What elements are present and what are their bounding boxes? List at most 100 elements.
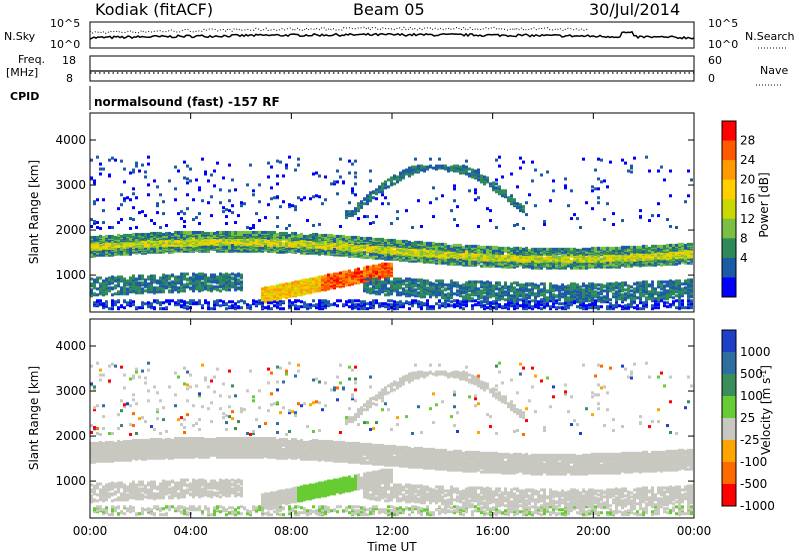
power-cell	[486, 306, 489, 310]
power-cell	[186, 193, 189, 197]
power-cell	[159, 225, 162, 229]
power-cell	[129, 299, 132, 303]
power-cell	[294, 299, 297, 303]
power-cell	[327, 233, 330, 237]
power-cell	[144, 232, 147, 236]
power-cell	[402, 169, 405, 173]
power-cell	[351, 271, 354, 275]
power-cell	[411, 299, 414, 303]
power-cell	[150, 281, 153, 285]
power-cell	[435, 287, 438, 291]
power-cell	[156, 248, 159, 252]
power-cell	[318, 303, 321, 307]
power-cell	[99, 234, 102, 238]
power-cell	[192, 198, 195, 202]
power-cell	[219, 201, 222, 205]
power-cell	[135, 164, 138, 168]
power-cell	[330, 233, 333, 237]
power-cell	[513, 286, 516, 290]
power-cell	[492, 264, 495, 268]
power-cell	[513, 299, 516, 303]
power-cell	[447, 292, 450, 296]
power-cell	[189, 278, 192, 282]
power-cell	[333, 234, 336, 238]
power-cell	[141, 210, 144, 214]
power-cell	[219, 299, 222, 303]
power-cell	[297, 233, 300, 237]
power-cell	[501, 294, 504, 298]
power-cell	[516, 283, 519, 287]
power-cell	[411, 278, 414, 282]
power-cell	[270, 230, 273, 234]
power-cell	[462, 256, 465, 260]
power-cell	[456, 289, 459, 293]
power-cell	[291, 301, 294, 305]
power-cell	[426, 286, 429, 290]
power-cell	[465, 283, 468, 287]
power-cell	[399, 257, 402, 261]
power-cell	[180, 217, 183, 221]
power-cell	[204, 249, 207, 253]
power-cell	[252, 225, 255, 229]
power-cell	[300, 281, 303, 285]
power-cell	[402, 255, 405, 259]
power-cell	[198, 283, 201, 287]
power-cell	[336, 192, 339, 196]
power-cell	[300, 232, 303, 236]
power-cell	[363, 284, 366, 288]
power-cell	[126, 301, 129, 305]
power-cell	[96, 241, 99, 245]
power-cell	[186, 305, 189, 309]
power-cell	[342, 246, 345, 250]
power-cell	[405, 283, 408, 287]
power-cell	[339, 157, 342, 161]
power-cell	[123, 180, 126, 184]
power-cell	[378, 185, 381, 189]
nsearch-tick-bottom: 10^0	[708, 38, 738, 51]
power-cell	[282, 307, 285, 311]
power-cell	[270, 301, 273, 305]
power-cell	[120, 234, 123, 238]
power-cell	[174, 230, 177, 234]
power-cell	[153, 249, 156, 253]
power-cell	[378, 270, 381, 274]
power-cell	[231, 306, 234, 310]
power-cell	[279, 297, 282, 301]
power-cell	[486, 245, 489, 249]
power-cell	[354, 235, 357, 239]
power-cell	[162, 307, 165, 311]
power-cell	[207, 231, 210, 235]
power-cell	[486, 296, 489, 300]
power-cell	[390, 289, 393, 293]
power-cell	[462, 303, 465, 307]
power-cell	[279, 307, 282, 311]
power-cell	[162, 289, 165, 293]
power-cell	[468, 283, 471, 287]
power-cell	[504, 258, 507, 262]
power-cell	[288, 246, 291, 250]
power-cell	[177, 238, 180, 242]
power-cell	[111, 275, 114, 279]
power-cell	[465, 250, 468, 254]
power-cell	[246, 225, 249, 229]
power-cell	[447, 283, 450, 287]
power-cell	[513, 281, 516, 285]
power-cell	[393, 307, 396, 311]
power-cell	[153, 231, 156, 235]
power-cell	[465, 303, 468, 307]
power-cell	[327, 287, 330, 291]
power-cell	[336, 272, 339, 276]
power-cell	[315, 171, 318, 175]
power-cell	[132, 192, 135, 196]
power-cell	[339, 271, 342, 275]
nsky-tick-top: 10^5	[50, 17, 80, 30]
power-cell	[363, 266, 366, 270]
power-cell	[399, 286, 402, 290]
power-cell	[369, 222, 372, 226]
power-cell	[150, 306, 153, 310]
power-cell	[228, 300, 231, 304]
power-cell	[171, 273, 174, 277]
power-cell	[108, 173, 111, 177]
power-cell	[90, 294, 93, 298]
power-cell	[453, 164, 456, 168]
